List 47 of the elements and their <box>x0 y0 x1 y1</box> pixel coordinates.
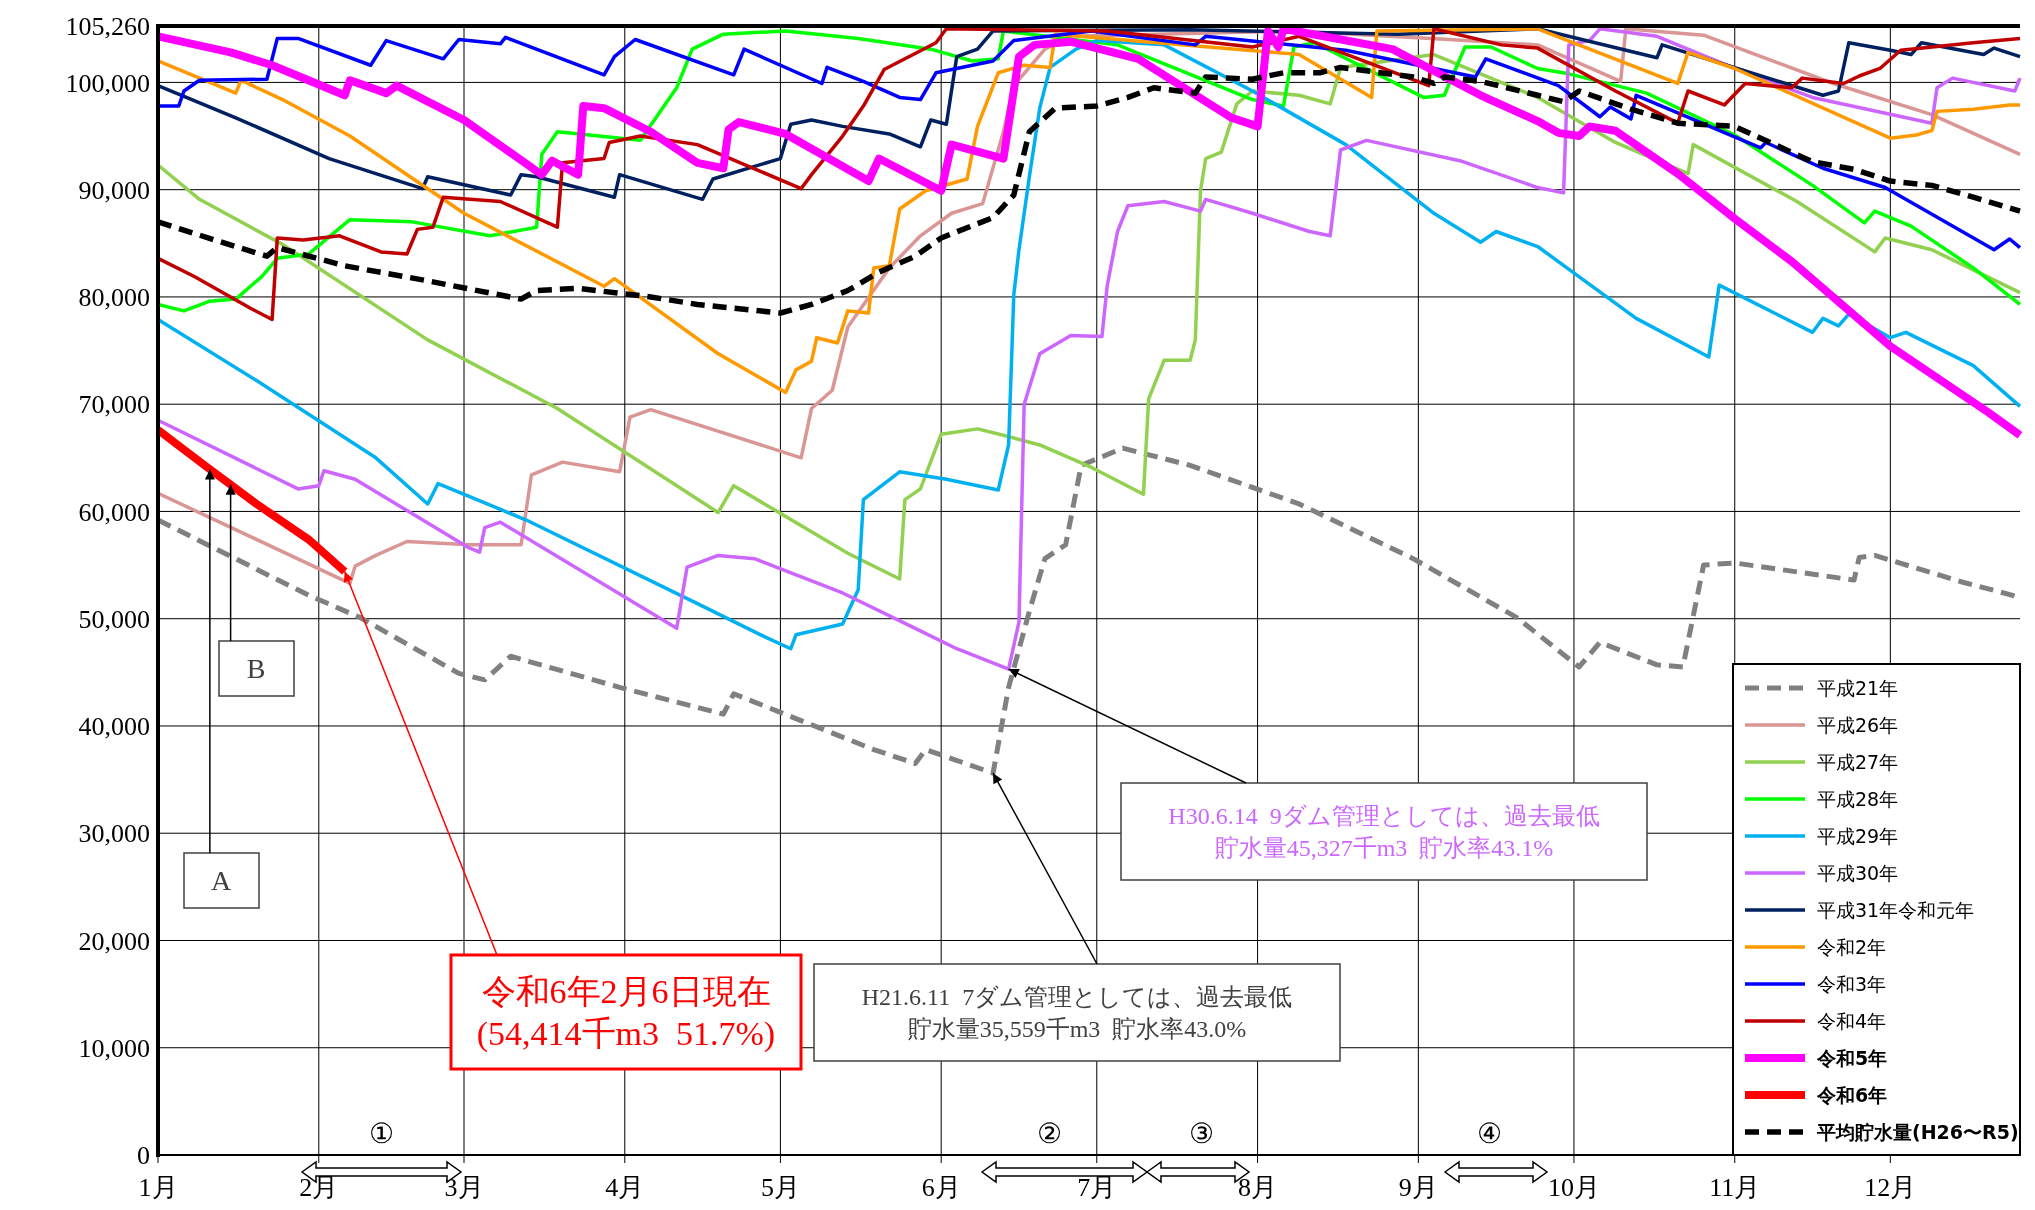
annotation: ③ <box>1188 1117 1214 1149</box>
legend-label: 令和6年 <box>1816 1083 1888 1106</box>
legend-label: 平均貯水量(H26〜R5) <box>1816 1120 2019 1143</box>
legend-label: 令和4年 <box>1817 1009 1887 1032</box>
y-tick-label: 20,000 <box>78 926 150 956</box>
legend-label: 平成21年 <box>1817 676 1899 699</box>
x-tick-label: 8月 <box>1238 1173 1278 1202</box>
legend-label: 平成27年 <box>1817 750 1899 773</box>
y-tick-label: 40,000 <box>78 712 150 742</box>
x-tick-label: 2月 <box>299 1173 339 1202</box>
y-tick-label: 60,000 <box>78 497 150 527</box>
annotation: B <box>246 652 266 684</box>
legend-label: 令和3年 <box>1817 972 1887 995</box>
legend-label: 平成31年令和元年 <box>1817 898 1975 921</box>
x-tick-label: 10月 <box>1547 1173 1600 1202</box>
annotation: ① <box>368 1117 394 1149</box>
x-tick-label: 5月 <box>760 1173 800 1202</box>
legend-label: 平成26年 <box>1817 713 1899 736</box>
x-tick-label: 9月 <box>1398 1173 1438 1202</box>
y-tick-label: 50,000 <box>78 604 150 634</box>
annotation: ② <box>1036 1117 1062 1149</box>
y-tick-label: 105,260 <box>65 12 150 42</box>
legend-label: 平成28年 <box>1817 787 1899 810</box>
legend-label: 令和2年 <box>1817 935 1887 958</box>
legend-label: 平成30年 <box>1817 861 1899 884</box>
x-tick-label: 4月 <box>605 1173 645 1202</box>
x-tick-label: 12月 <box>1864 1173 1917 1202</box>
y-tick-label: 100,000 <box>65 68 150 98</box>
x-tick-label: 11月 <box>1709 1173 1761 1202</box>
y-tick-label: 10,000 <box>78 1033 150 1063</box>
y-tick-label: 70,000 <box>78 390 150 420</box>
legend-label: 平成29年 <box>1817 824 1899 847</box>
x-tick-label: 7月 <box>1077 1173 1117 1202</box>
x-tick-label: 6月 <box>921 1173 961 1202</box>
legend-label: 令和5年 <box>1816 1046 1888 1069</box>
y-tick-label: 80,000 <box>78 283 150 313</box>
annotation: 貯水量35,559千m3 貯水率43.0% <box>907 1016 1247 1043</box>
annotation: 貯水量45,327千m3 貯水率43.1% <box>1214 835 1554 862</box>
y-tick-label: 90,000 <box>78 175 150 205</box>
y-tick-label: 0 <box>137 1141 150 1171</box>
annotation: 令和6年2月6日現在 (54,414千m3 51.7%) <box>476 972 776 1054</box>
x-tick-label: 1月 <box>138 1173 178 1202</box>
annotation: H30.6.14 9ダム管理としては、過去最低 <box>1168 803 1600 830</box>
annotation: A <box>210 864 232 896</box>
y-tick-label: 30,000 <box>78 819 150 849</box>
annotation: H21.6.11 7ダム管理としては、過去最低 <box>861 984 1293 1011</box>
annotation: ④ <box>1476 1117 1502 1149</box>
